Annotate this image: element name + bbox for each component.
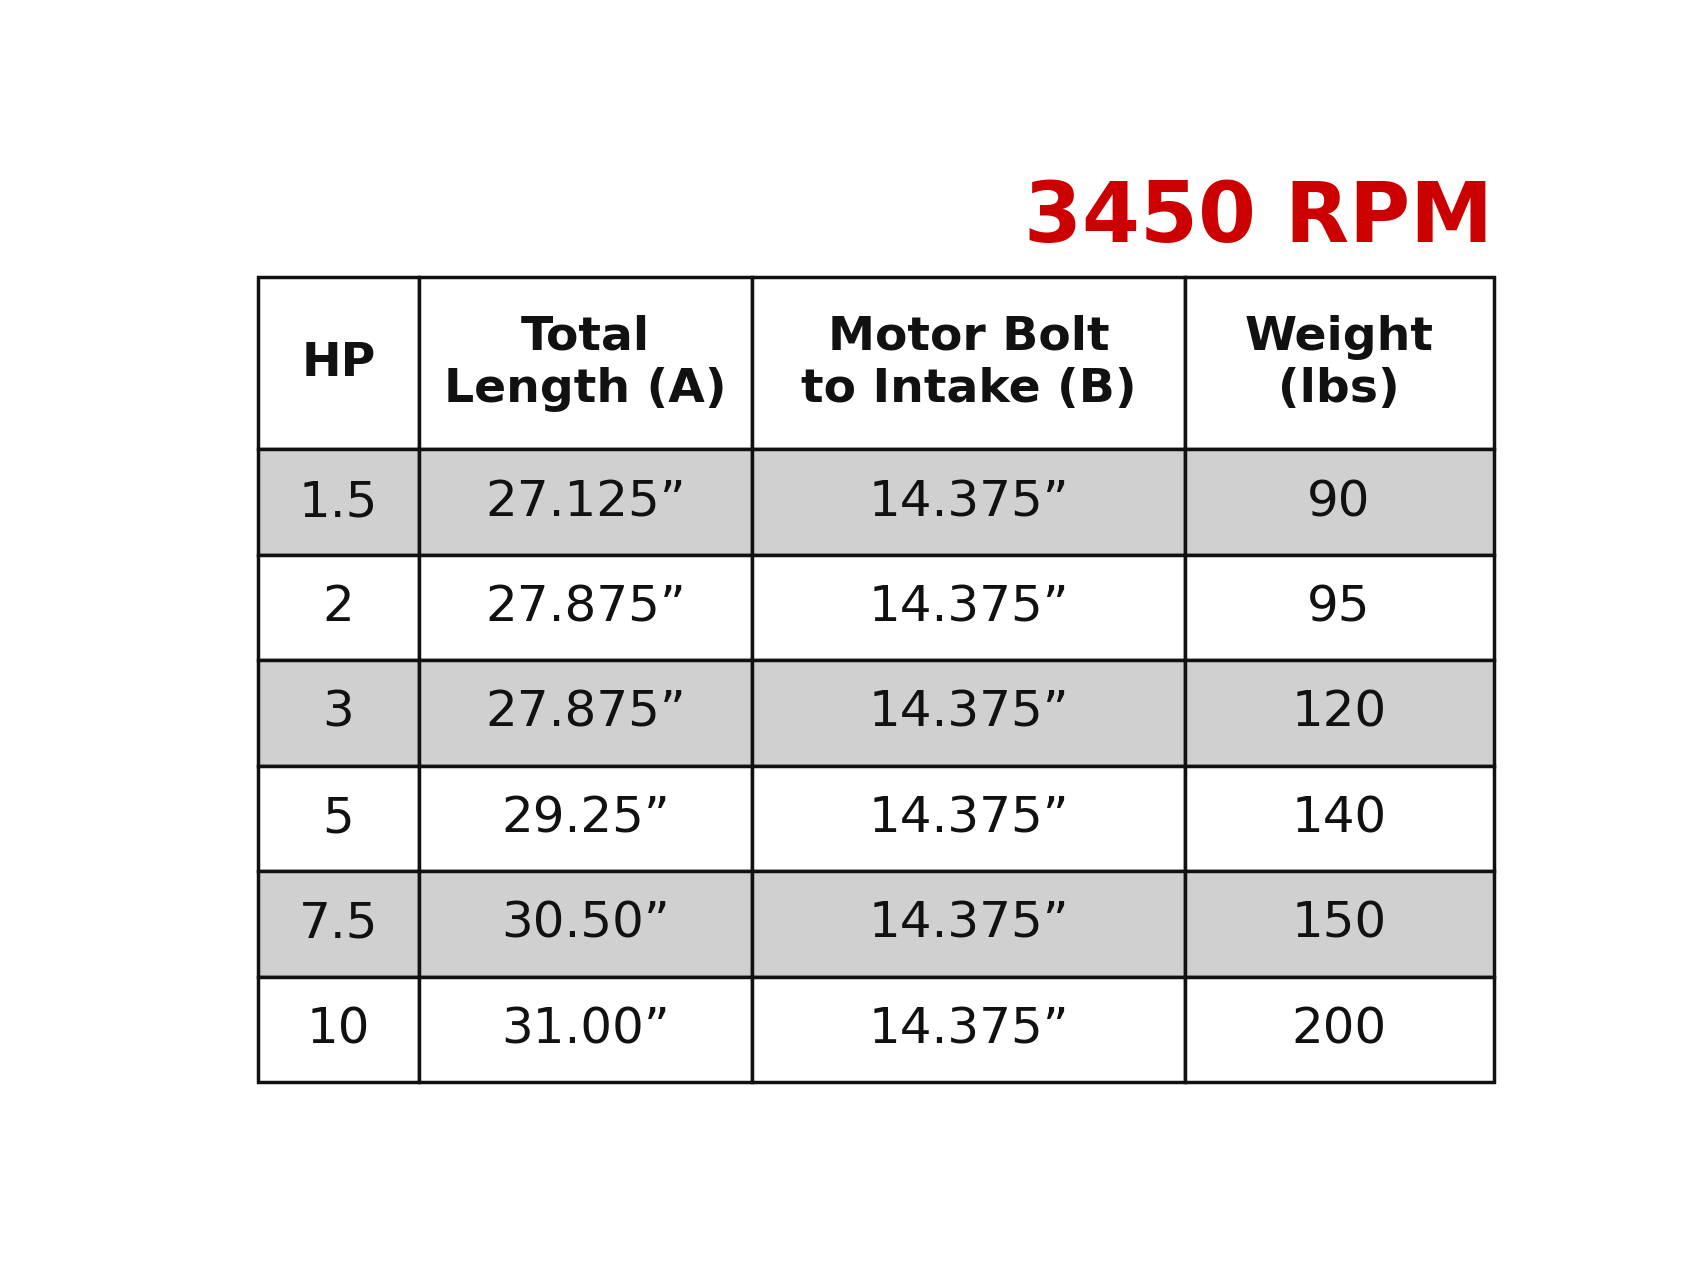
Bar [753, 276, 1184, 449]
Text: 3: 3 [322, 689, 354, 737]
Text: 27.875”: 27.875” [485, 584, 685, 631]
Bar [1184, 765, 1494, 872]
Text: HP: HP [302, 340, 375, 385]
Bar [1184, 872, 1494, 977]
Bar [1184, 276, 1494, 449]
Text: 120: 120 [1291, 689, 1387, 737]
Bar [1184, 449, 1494, 554]
Text: 2: 2 [322, 584, 354, 631]
Text: 3450 RPM: 3450 RPM [1024, 178, 1494, 260]
Text: 150: 150 [1291, 900, 1387, 948]
Bar [258, 554, 419, 660]
Text: 31.00”: 31.00” [500, 1005, 670, 1053]
Bar [419, 276, 753, 449]
Bar [419, 554, 753, 660]
Text: 14.375”: 14.375” [868, 477, 1068, 526]
Bar [1184, 554, 1494, 660]
Text: 90: 90 [1308, 477, 1370, 526]
Text: 27.875”: 27.875” [485, 689, 685, 737]
Bar [419, 449, 753, 554]
Bar [258, 449, 419, 554]
Text: 29.25”: 29.25” [500, 795, 670, 842]
Bar [1184, 660, 1494, 765]
Bar [753, 765, 1184, 872]
Bar [753, 449, 1184, 554]
Bar [419, 660, 753, 765]
Text: 10: 10 [307, 1005, 370, 1053]
Text: 14.375”: 14.375” [868, 584, 1068, 631]
Bar [258, 872, 419, 977]
Text: Weight
(lbs): Weight (lbs) [1245, 315, 1433, 412]
Bar [258, 977, 419, 1082]
Bar [1184, 977, 1494, 1082]
Bar [419, 872, 753, 977]
Text: 30.50”: 30.50” [500, 900, 670, 948]
Bar [419, 765, 753, 872]
Bar [258, 765, 419, 872]
Text: 200: 200 [1291, 1005, 1387, 1053]
Text: 5: 5 [322, 795, 354, 842]
Bar [258, 660, 419, 765]
Bar [753, 660, 1184, 765]
Text: 95: 95 [1308, 584, 1370, 631]
Text: 14.375”: 14.375” [868, 900, 1068, 948]
Text: Motor Bolt
to Intake (B): Motor Bolt to Intake (B) [801, 315, 1136, 412]
Bar [753, 554, 1184, 660]
Text: 140: 140 [1291, 795, 1387, 842]
Text: Total
Length (A): Total Length (A) [444, 315, 726, 412]
Bar [753, 872, 1184, 977]
Text: 1.5: 1.5 [298, 477, 378, 526]
Text: 14.375”: 14.375” [868, 1005, 1068, 1053]
Text: 14.375”: 14.375” [868, 795, 1068, 842]
Text: 14.375”: 14.375” [868, 689, 1068, 737]
Text: 7.5: 7.5 [298, 900, 378, 948]
Bar [419, 977, 753, 1082]
Text: 27.125”: 27.125” [485, 477, 685, 526]
Bar [258, 276, 419, 449]
Bar [753, 977, 1184, 1082]
